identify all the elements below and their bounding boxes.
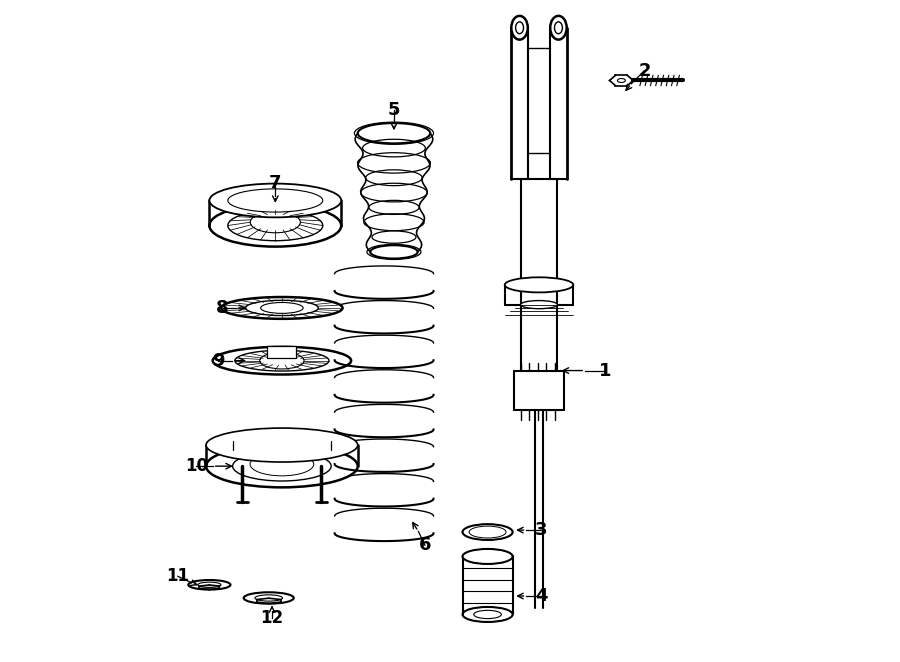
- Ellipse shape: [235, 350, 329, 371]
- Ellipse shape: [469, 526, 506, 538]
- Ellipse shape: [463, 607, 513, 622]
- Ellipse shape: [206, 445, 357, 487]
- Ellipse shape: [244, 592, 293, 604]
- Text: 7: 7: [269, 173, 282, 192]
- Text: 1: 1: [598, 361, 611, 379]
- Ellipse shape: [210, 205, 341, 247]
- Text: 12: 12: [260, 609, 284, 627]
- Ellipse shape: [228, 211, 323, 241]
- Ellipse shape: [473, 610, 501, 618]
- Bar: [267, 346, 296, 358]
- Text: 9: 9: [212, 352, 224, 369]
- Text: 10: 10: [184, 457, 208, 475]
- Ellipse shape: [463, 549, 513, 564]
- Ellipse shape: [357, 123, 430, 144]
- Ellipse shape: [188, 580, 230, 590]
- Ellipse shape: [617, 79, 626, 83]
- Ellipse shape: [255, 595, 283, 601]
- Ellipse shape: [505, 277, 573, 293]
- Ellipse shape: [212, 347, 351, 375]
- Ellipse shape: [550, 16, 567, 40]
- Text: 5: 5: [388, 101, 400, 119]
- Ellipse shape: [210, 183, 341, 217]
- Text: 4: 4: [535, 587, 547, 605]
- Text: 3: 3: [535, 521, 547, 539]
- Ellipse shape: [198, 582, 221, 587]
- Text: 11: 11: [166, 567, 189, 585]
- Ellipse shape: [246, 301, 319, 316]
- Ellipse shape: [463, 524, 513, 540]
- Text: 6: 6: [418, 536, 431, 554]
- Text: 8: 8: [216, 299, 229, 317]
- Ellipse shape: [511, 16, 527, 40]
- Ellipse shape: [250, 453, 314, 476]
- Ellipse shape: [221, 297, 343, 319]
- Ellipse shape: [261, 303, 303, 313]
- Ellipse shape: [520, 301, 557, 308]
- Ellipse shape: [260, 352, 304, 369]
- Ellipse shape: [554, 22, 562, 34]
- Ellipse shape: [516, 22, 524, 34]
- Ellipse shape: [228, 189, 323, 212]
- Ellipse shape: [476, 528, 500, 536]
- Ellipse shape: [232, 451, 331, 481]
- Text: 2: 2: [638, 62, 651, 79]
- Ellipse shape: [266, 450, 299, 471]
- Ellipse shape: [250, 212, 301, 233]
- Ellipse shape: [370, 245, 418, 259]
- Ellipse shape: [206, 428, 357, 462]
